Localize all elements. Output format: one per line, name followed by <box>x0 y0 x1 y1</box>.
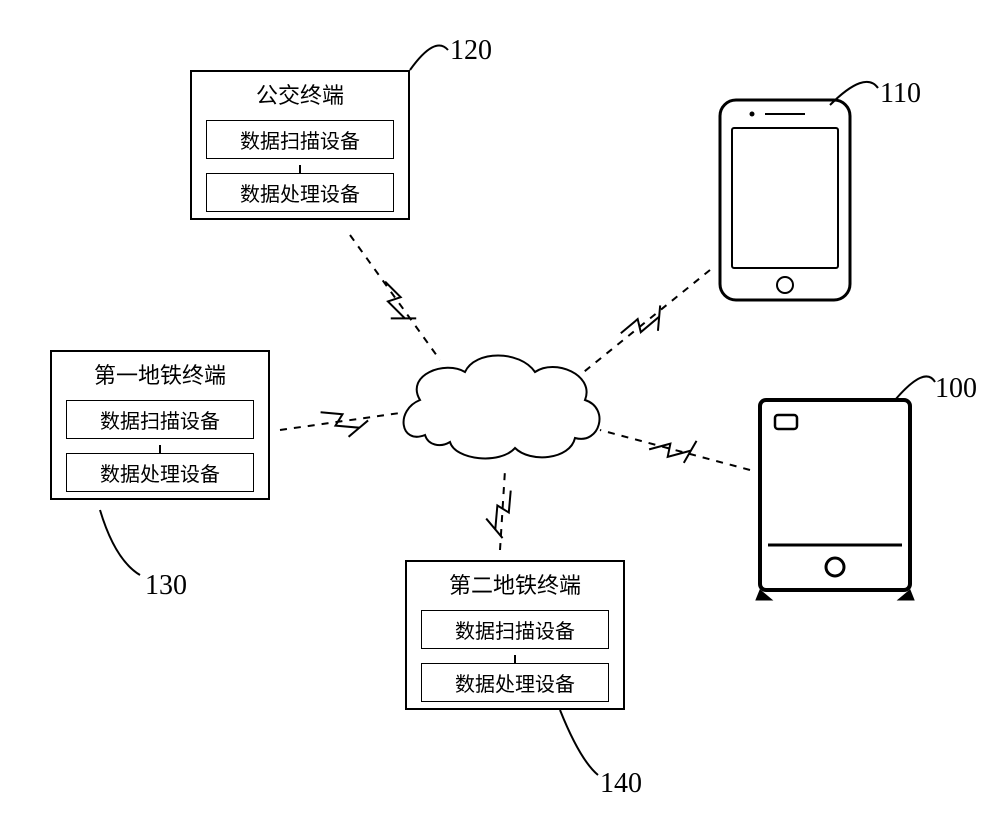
metro1-terminal-title: 第一地铁终端 <box>52 352 268 394</box>
metro1-connector <box>159 445 161 453</box>
bus-terminal-title: 公交终端 <box>192 72 408 114</box>
metro2-scan-device: 数据扫描设备 <box>421 610 609 649</box>
diagram-canvas: 公交终端 数据扫描设备 数据处理设备 第一地铁终端 数据扫描设备 数据处理设备 … <box>0 0 1000 823</box>
bus-connector <box>299 165 301 173</box>
cloud-label-line1: 无线互联 <box>455 385 543 414</box>
ref-140: 140 <box>600 768 642 800</box>
metro1-scan-device: 数据扫描设备 <box>66 400 254 439</box>
metro1-process-device: 数据处理设备 <box>66 453 254 492</box>
bus-process-device: 数据处理设备 <box>206 173 394 212</box>
metro1-terminal-box: 第一地铁终端 数据扫描设备 数据处理设备 <box>50 350 270 500</box>
cloud-label-line2: 网 <box>455 414 543 443</box>
metro2-terminal-title: 第二地铁终端 <box>407 562 623 604</box>
ref-110: 110 <box>880 78 921 110</box>
metro2-terminal-box: 第二地铁终端 数据扫描设备 数据处理设备 <box>405 560 625 710</box>
server-icon <box>756 400 914 600</box>
cloud-label: 无线互联 网 <box>455 385 543 442</box>
bus-scan-device: 数据扫描设备 <box>206 120 394 159</box>
ref-130: 130 <box>145 570 187 602</box>
phone-icon <box>720 100 850 300</box>
ref-120: 120 <box>450 35 492 67</box>
ref-100: 100 <box>935 373 977 405</box>
bus-terminal-box: 公交终端 数据扫描设备 数据处理设备 <box>190 70 410 220</box>
metro2-connector <box>514 655 516 663</box>
metro2-process-device: 数据处理设备 <box>421 663 609 702</box>
